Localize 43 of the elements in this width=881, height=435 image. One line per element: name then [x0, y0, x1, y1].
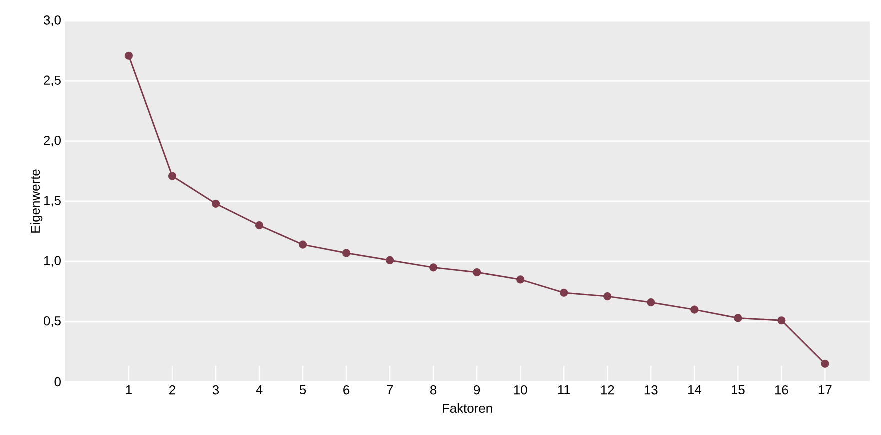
x-tick-label: 3: [212, 386, 220, 395]
x-tick-label: 16: [775, 386, 788, 395]
point: [298, 240, 308, 249]
x-tick-label: 1: [126, 386, 132, 394]
x-tick-label: 17: [818, 386, 832, 394]
x-tick-label: 8: [430, 386, 437, 395]
x-tick-label: 4: [256, 386, 263, 394]
point: [430, 264, 438, 272]
point: [168, 172, 177, 180]
point: [255, 222, 264, 230]
y-tick-label: 0: [54, 377, 61, 387]
point: [386, 256, 394, 264]
x-tick-label: 13: [644, 386, 658, 395]
point: [778, 316, 786, 325]
point: [647, 298, 656, 307]
point: [124, 52, 134, 60]
point: [734, 314, 742, 322]
x-tick-label: 14: [688, 386, 702, 394]
point: [690, 306, 699, 314]
point: [604, 292, 612, 301]
x-tick-label: 6: [344, 386, 350, 395]
y-tick-label: 1,0: [44, 256, 61, 268]
x-tick-label: 12: [601, 386, 614, 395]
x-tick-label: 11: [558, 386, 570, 394]
x-tick-label: 7: [387, 386, 393, 394]
x-tick-label: 2: [170, 386, 176, 395]
y-tick-label: 1,5: [44, 196, 61, 207]
x-tick-label: 5: [300, 386, 306, 395]
y-tick-label: 2,5: [44, 76, 61, 87]
point: [516, 276, 525, 284]
point: [212, 200, 220, 208]
point: [342, 249, 351, 258]
y-tick-label: 2,0: [44, 136, 61, 147]
y-tick-label: 0,5: [44, 316, 61, 328]
x-axis-title: Faktoren: [443, 404, 492, 414]
x-tick-label: 10: [514, 386, 528, 395]
x-tick-label: 15: [732, 386, 745, 395]
y-tick-label: 3,0: [44, 16, 61, 26]
point: [560, 288, 568, 297]
y-axis-title: Eigenwerte: [30, 170, 43, 233]
x-tick-label: 9: [474, 386, 480, 395]
point: [821, 360, 830, 368]
point: [473, 268, 482, 277]
